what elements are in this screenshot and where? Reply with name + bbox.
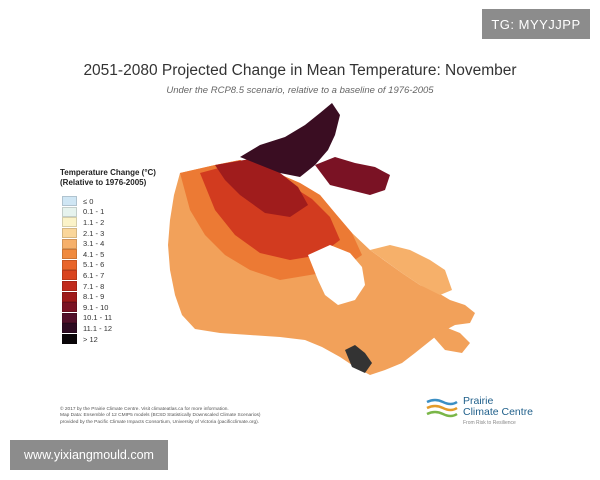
map-subtitle: Under the RCP8.5 scenario, relative to a… — [166, 85, 434, 96]
legend-label: 8.1 - 9 — [83, 292, 105, 302]
canada-temperature-map — [168, 103, 475, 375]
legend-swatch — [62, 228, 77, 239]
legend-item: 5.1 - 6 — [62, 259, 112, 271]
map-arctic-islands — [240, 103, 340, 177]
legend-title-line2: (Relative to 1976-2005) — [60, 178, 147, 187]
legend-item: ≤ 0 — [62, 196, 112, 207]
legend-label: 11.1 - 12 — [83, 323, 113, 333]
legend-swatch — [62, 270, 77, 281]
legend-item: 6.1 - 7 — [62, 270, 112, 281]
legend-swatch — [62, 291, 77, 302]
map-quebec-labrador — [370, 245, 452, 295]
legend-label: 10.1 - 11 — [83, 313, 113, 323]
legend-item: 9.1 - 10 — [62, 302, 112, 313]
legend-label: 7.1 - 8 — [83, 281, 105, 291]
legend-label: 9.1 - 10 — [83, 302, 109, 312]
legend-label: > 12 — [83, 334, 98, 344]
legend-item: 7.1 - 8 — [62, 281, 112, 292]
legend-label: 1.1 - 2 — [83, 217, 105, 227]
pcc-tagline: From Risk to Resilience — [463, 420, 516, 426]
legend-label: 4.1 - 5 — [83, 249, 105, 259]
legend-swatch — [62, 281, 77, 292]
credits-line3: provided by the Pacific Climate Impacts … — [60, 419, 260, 425]
map-credits: © 2017 by the Prairie Climate Centre. Vi… — [60, 407, 260, 426]
legend-label: ≤ 0 — [83, 196, 94, 206]
logo-wave-blue — [426, 398, 458, 406]
prairie-climate-centre-logo: Prairie Climate Centre From Risk to Resi… — [425, 396, 533, 426]
legend-swatch — [62, 312, 77, 323]
map-great-lakes — [345, 345, 372, 373]
legend-swatch — [62, 249, 77, 260]
legend-swatch — [62, 323, 77, 334]
legend-label: 2.1 - 3 — [83, 228, 105, 238]
map-hudson-bay — [308, 245, 365, 305]
credits-line1: © 2017 by the Prairie Climate Centre. Vi… — [60, 407, 229, 412]
legend-label: 6.1 - 7 — [83, 270, 105, 280]
legend-swatch — [62, 334, 77, 345]
legend-item: 1.1 - 2 — [62, 217, 112, 228]
logo-wave-orange — [426, 404, 458, 412]
pcc-name-line1: Prairie — [463, 395, 494, 407]
temperature-legend: ≤ 0 0.1 - 1 1.1 - 2 2.1 - 3 3.1 - 4 4.1 - 5 5.… — [62, 196, 113, 345]
legend-title-line1: Temperature Change (°C) — [60, 168, 156, 177]
legend-item: 4.1 - 5 — [62, 249, 112, 260]
legend-item: > 12 — [62, 334, 112, 345]
pcc-text: Prairie Climate Centre From Risk to Resi… — [463, 395, 534, 427]
map-arctic-islands-east — [315, 157, 390, 195]
logo-wave-green — [426, 410, 458, 418]
legend-swatch — [62, 217, 77, 228]
map-atlantic-provinces — [430, 327, 470, 353]
legend-item: 10.1 - 11 — [62, 312, 113, 324]
legend-swatch — [62, 259, 77, 270]
legend-item: 0.1 - 1 — [62, 206, 112, 218]
legend-title: Temperature Change (°C) (Relative to 197… — [60, 168, 156, 188]
map-zone-8to10 — [215, 159, 308, 217]
legend-swatch — [62, 238, 77, 249]
legend-label: 3.1 - 4 — [83, 239, 105, 249]
legend-item: 11.1 - 12 — [62, 323, 112, 334]
pcc-name-line2: Climate Centre — [463, 406, 534, 418]
credits-line2: Map Data: Ensemble of 12 CMIP5 models (B… — [60, 413, 261, 419]
legend-label: 5.1 - 6 — [83, 260, 105, 270]
tg-watermark-badge: TG: MYYJJPP — [482, 9, 590, 39]
legend-swatch — [62, 196, 77, 207]
legend-item: 3.1 - 4 — [62, 238, 112, 249]
legend-item: 8.1 - 9 — [62, 291, 112, 302]
pcc-logo-icon — [426, 398, 458, 418]
legend-label: 0.1 - 1 — [83, 207, 105, 217]
legend-item: 2.1 - 3 — [62, 228, 112, 239]
legend-swatch — [62, 302, 77, 313]
legend-swatch — [62, 206, 77, 217]
map-title: 2051-2080 Projected Change in Mean Tempe… — [83, 62, 517, 79]
website-watermark: www.yixiangmould.com — [10, 440, 168, 470]
